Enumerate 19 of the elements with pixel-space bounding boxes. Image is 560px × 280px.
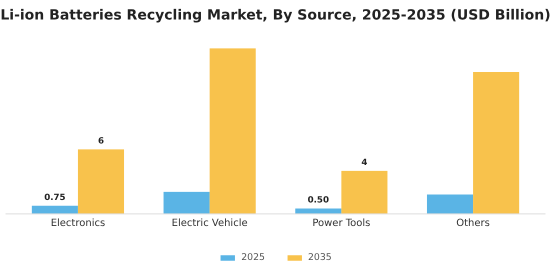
bar <box>78 149 124 214</box>
bar <box>32 206 78 214</box>
x-tick-label: Others <box>456 218 490 229</box>
x-tick-label: Electric Vehicle <box>172 218 248 229</box>
data-label: 0.75 <box>44 192 66 203</box>
bar <box>426 194 474 214</box>
x-tick-label: Power Tools <box>312 218 370 229</box>
bar <box>473 72 520 214</box>
data-label: 0.50 <box>308 195 329 206</box>
legend-label: 2035 <box>308 251 332 263</box>
data-label: 4 <box>361 158 368 168</box>
x-tick-label: Electronics <box>50 218 106 229</box>
bar <box>341 170 388 214</box>
bar <box>210 48 256 214</box>
bar <box>295 208 342 214</box>
data-label: 6 <box>98 136 104 146</box>
legend-label: 2025 <box>241 251 265 263</box>
chart-title: Li-ion Batteries Recycling Market, By Source, 2025-2035 (USD Billion) <box>0 8 551 24</box>
bar <box>164 192 210 214</box>
